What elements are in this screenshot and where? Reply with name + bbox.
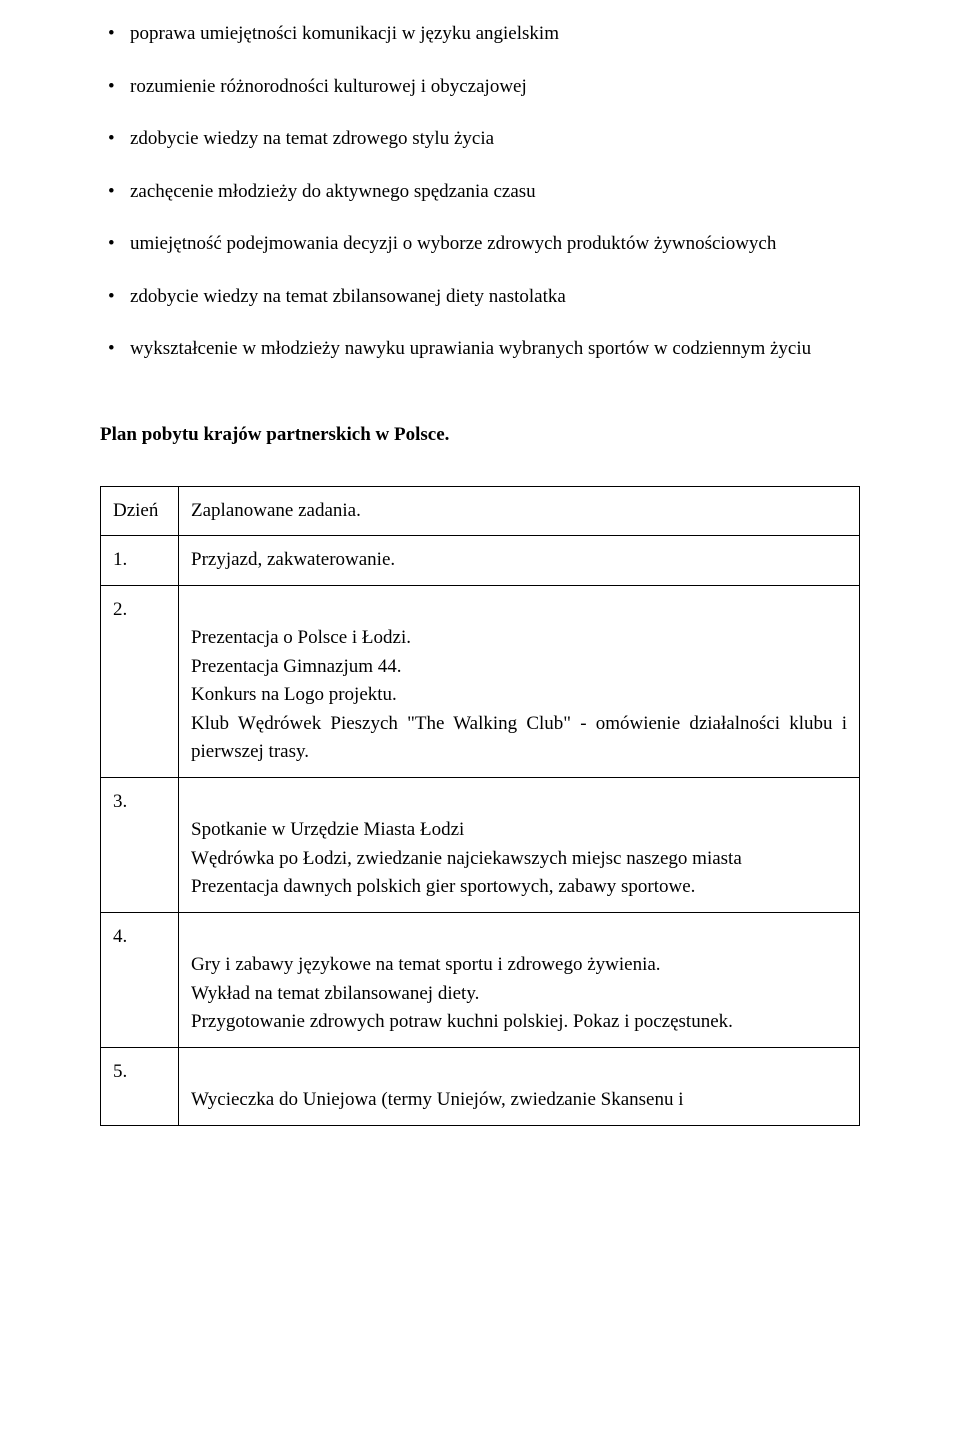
table-cell-day: 2. [101, 585, 179, 777]
table-cell-day: 4. [101, 912, 179, 1047]
table-cell-content: Wycieczka do Uniejowa (termy Uniejów, zw… [179, 1047, 860, 1125]
table-row: 4. Gry i zabawy językowe na temat sportu… [101, 912, 860, 1047]
table-cell-content: Prezentacja o Polsce i Łodzi.Prezentacja… [179, 585, 860, 777]
table-row: 5. Wycieczka do Uniejowa (termy Uniejów,… [101, 1047, 860, 1125]
table-header-tasks: Zaplanowane zadania. [179, 486, 860, 536]
table-row: 2. Prezentacja o Polsce i Łodzi.Prezenta… [101, 585, 860, 777]
table-cell-content: Przyjazd, zakwaterowanie. [179, 536, 860, 586]
bullet-item: poprawa umiejętności komunikacji w język… [100, 20, 860, 49]
bullet-list: poprawa umiejętności komunikacji w język… [100, 20, 860, 364]
table-cell-day: 1. [101, 536, 179, 586]
table-cell-content: Spotkanie w Urzędzie Miasta ŁodziWędrówk… [179, 777, 860, 912]
bullet-item: wykształcenie w młodzieży nawyku uprawia… [100, 335, 860, 364]
bullet-item: zdobycie wiedzy na temat zbilansowanej d… [100, 283, 860, 312]
bullet-item: zdobycie wiedzy na temat zdrowego stylu … [100, 125, 860, 154]
table-row: 1. Przyjazd, zakwaterowanie. [101, 536, 860, 586]
section-heading: Plan pobytu krajów partnerskich w Polsce… [100, 424, 860, 446]
bullet-item: rozumienie różnorodności kulturowej i ob… [100, 73, 860, 102]
document-page: poprawa umiejętności komunikacji w język… [0, 0, 960, 1166]
bullet-item: zachęcenie młodzieży do aktywnego spędza… [100, 178, 860, 207]
table-cell-day: 3. [101, 777, 179, 912]
table-cell-content: Gry i zabawy językowe na temat sportu i … [179, 912, 860, 1047]
table-header-row: Dzień Zaplanowane zadania. [101, 486, 860, 536]
plan-table: Dzień Zaplanowane zadania. 1. Przyjazd, … [100, 486, 860, 1126]
table-cell-day: 5. [101, 1047, 179, 1125]
bullet-item: umiejętność podejmowania decyzji o wybor… [100, 230, 860, 259]
table-header-day: Dzień [101, 486, 179, 536]
table-row: 3. Spotkanie w Urzędzie Miasta ŁodziWędr… [101, 777, 860, 912]
